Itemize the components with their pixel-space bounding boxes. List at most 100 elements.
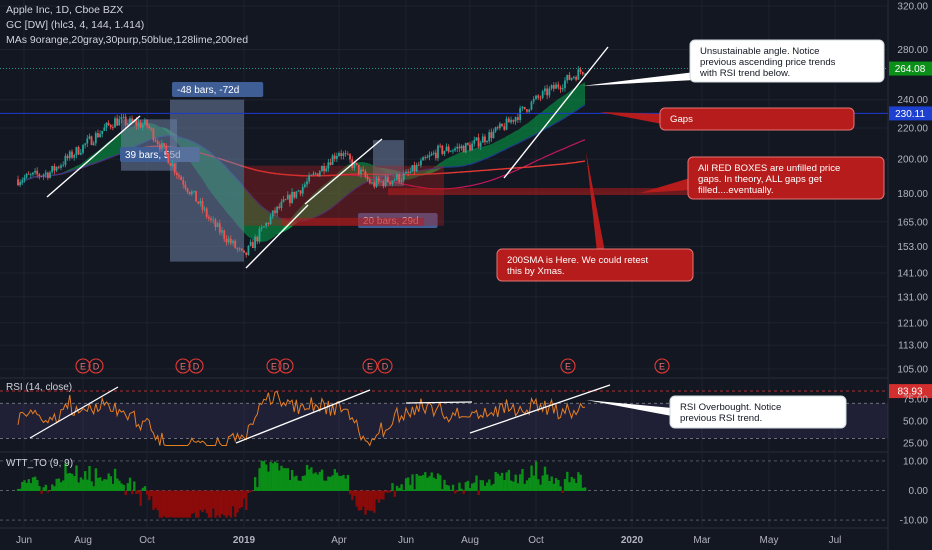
candle-body: [303, 184, 306, 187]
wtt-bar: [561, 490, 565, 493]
wtt-bar: [120, 483, 123, 491]
candle-body: [263, 226, 265, 228]
wtt-bar: [286, 468, 290, 491]
candle-body: [437, 145, 439, 159]
wtt-bar: [554, 478, 558, 491]
candle-body: [131, 118, 133, 122]
x-tick-label: Jul: [829, 535, 842, 546]
candle-body: [552, 85, 555, 89]
wtt-bar: [415, 473, 418, 491]
candle-body: [195, 190, 197, 202]
candle-body: [581, 72, 584, 75]
candle-body: [561, 88, 564, 90]
wtt-bar: [122, 484, 125, 491]
note-200sma: [496, 248, 694, 282]
candle-body: [417, 164, 420, 166]
wtt-bar: [293, 476, 296, 491]
trend-line: [503, 46, 609, 179]
wtt-bar: [247, 490, 250, 494]
candle-body: [471, 143, 474, 151]
candle-body: [360, 169, 362, 175]
earnings-marker-label: D: [283, 362, 290, 372]
candle-body: [34, 170, 36, 173]
wtt-bar: [55, 478, 58, 491]
candle-body: [539, 97, 542, 99]
candle-body: [94, 133, 97, 144]
x-tick-label: 2019: [233, 535, 256, 546]
wtt-bar: [447, 485, 450, 491]
candle-body: [366, 176, 369, 180]
wtt-tick-label: 10.00: [903, 456, 928, 467]
candle-body: [452, 150, 454, 152]
wtt-bar: [557, 479, 560, 491]
candle-body: [111, 127, 114, 129]
candle-body: [51, 165, 54, 173]
candle-body: [148, 125, 151, 129]
wtt-bar: [348, 490, 352, 495]
candle-body: [445, 146, 448, 151]
earnings-marker: [278, 358, 294, 374]
candle-body: [221, 230, 223, 233]
candle-body: [501, 123, 503, 127]
candle-body: [139, 122, 142, 128]
wtt-bar: [19, 488, 22, 491]
y-tick-label: 105.00: [897, 365, 928, 376]
note-gaps-text: Gaps: [670, 114, 693, 125]
candle-body: [79, 152, 82, 155]
trend-line: [46, 115, 141, 198]
wtt-bar: [441, 489, 444, 491]
wtt-bar: [525, 480, 529, 491]
candle-body: [566, 74, 569, 81]
wtt-bar: [436, 473, 440, 491]
wtt-bar: [534, 461, 538, 491]
wtt-pane: [0, 460, 888, 521]
candle-body: [460, 145, 463, 149]
wtt-bar: [240, 490, 244, 508]
candle-body: [267, 223, 270, 225]
wtt-bar: [404, 478, 408, 491]
wtt-bar: [559, 486, 562, 491]
wtt-bar: [36, 480, 39, 491]
candle-body: [97, 133, 99, 138]
candle-body: [109, 124, 112, 128]
x-tick-label: Jun: [398, 535, 414, 546]
gap-box: [388, 188, 860, 196]
candle-body: [291, 191, 293, 203]
rsi-last-tag: [889, 384, 932, 399]
candle-body: [514, 117, 517, 122]
candle-body: [338, 153, 340, 156]
wtt-bar: [458, 482, 461, 491]
wtt-bar: [116, 478, 119, 491]
candle-body: [510, 119, 512, 123]
wtt-bar: [103, 479, 106, 491]
earnings-marker-label: E: [80, 362, 86, 372]
candle-body: [249, 241, 252, 246]
candle-body: [188, 191, 191, 195]
wtt-bar: [199, 490, 202, 511]
ma-band: [18, 89, 585, 235]
wtt-bar: [333, 469, 337, 491]
wtt-bar: [541, 475, 544, 491]
candle-body: [120, 117, 123, 120]
candle-body: [541, 91, 544, 98]
note-200sma-text: 200SMA is Here. We could retest: [507, 255, 648, 266]
candle-body: [278, 206, 281, 208]
candle-body: [477, 137, 480, 147]
wtt-bar: [271, 463, 275, 491]
candle-body: [441, 145, 444, 154]
candle-body: [190, 191, 193, 195]
wtt-bar: [419, 475, 423, 491]
candle-body: [420, 160, 422, 166]
wtt-bar: [265, 464, 268, 491]
wtt-bar: [400, 484, 403, 491]
wtt-bar: [253, 477, 257, 491]
wtt-bar: [205, 490, 209, 514]
candle-body: [469, 144, 471, 151]
candle-body: [386, 176, 389, 183]
wtt-bar: [310, 467, 313, 491]
candle-body: [282, 199, 285, 202]
ma-band: [18, 82, 585, 242]
candle-body: [321, 165, 323, 172]
candle-body: [492, 131, 495, 138]
